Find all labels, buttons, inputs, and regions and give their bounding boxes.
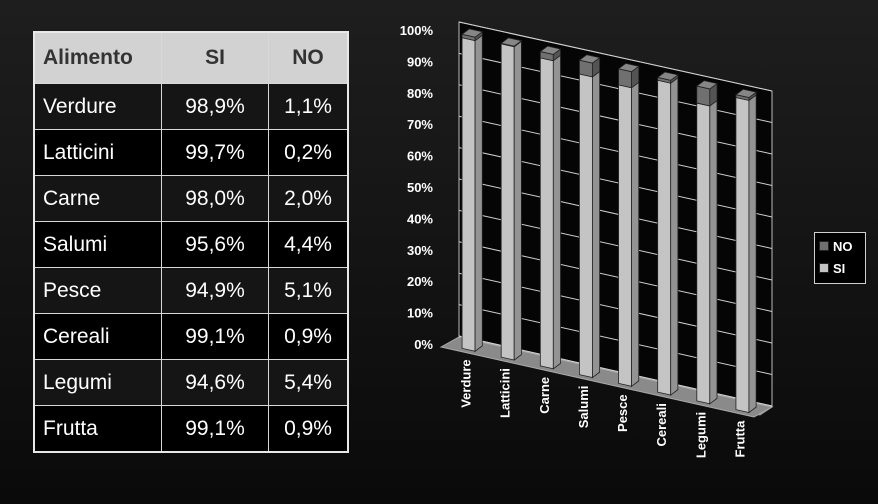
bar-si-front — [657, 79, 672, 396]
y-tick-label: 20% — [407, 274, 433, 289]
bar-si-front — [461, 37, 476, 352]
y-tick-label: 40% — [407, 211, 433, 226]
bar-si-side — [592, 70, 601, 379]
header-si: SI — [161, 31, 269, 84]
cell-si: 94,9% — [161, 267, 269, 314]
bar-si-front — [579, 73, 593, 379]
bar-top — [461, 28, 484, 38]
cell-si: 99,1% — [161, 405, 269, 453]
cell-no: 0,2% — [268, 129, 349, 176]
header-no: NO — [268, 31, 349, 84]
table-row: Cereali 99,1% 0,9% — [33, 313, 349, 360]
table-row: Verdure 98,9% 1,1% — [33, 83, 349, 130]
chart-floor-front — [439, 336, 774, 418]
cell-si: 95,6% — [161, 221, 269, 268]
bar-si-front — [618, 84, 632, 387]
bar-si-front — [500, 43, 515, 361]
bar-top — [539, 45, 562, 55]
y-tick-label: 70% — [407, 117, 433, 132]
cell-alimento: Frutta — [33, 405, 162, 453]
bar-si-front — [735, 97, 750, 414]
bar-no-front — [696, 85, 711, 107]
cell-no: 5,1% — [268, 267, 349, 314]
table-row: Legumi 94,6% 5,4% — [33, 359, 349, 406]
bar-si-side — [748, 94, 757, 414]
x-tick-label: Verdure — [459, 359, 474, 407]
data-table: Alimento SI NO Verdure 98,9% 1,1% Lattic… — [33, 31, 349, 453]
bar-si-side — [474, 34, 483, 353]
table-row: Carne 98,0% 2,0% — [33, 175, 349, 222]
bar-top — [656, 71, 679, 81]
gridline — [458, 21, 773, 92]
y-tick-label: 50% — [407, 180, 433, 195]
bar-si-side — [631, 81, 640, 388]
legend-label-si: SI — [833, 260, 846, 276]
table-row: Latticini 99,7% 0,2% — [33, 129, 349, 176]
y-tick-label: 100% — [400, 23, 434, 38]
legend-swatch-si — [819, 263, 829, 273]
bar-si-front — [696, 102, 711, 405]
x-tick-label: Carne — [537, 377, 552, 414]
cell-no: 5,4% — [268, 359, 349, 406]
bar-si-side — [670, 76, 679, 396]
x-tick-label: Pesce — [615, 394, 630, 432]
y-tick-label: 60% — [407, 149, 433, 164]
cell-si: 98,0% — [161, 175, 269, 222]
cell-no: 0,9% — [268, 405, 349, 453]
y-tick-label: 10% — [407, 306, 433, 321]
x-tick-label: Salumi — [576, 386, 591, 429]
cell-no: 0,9% — [268, 313, 349, 360]
cell-alimento: Salumi — [33, 221, 162, 268]
bar-top — [735, 88, 758, 98]
legend-item-no: NO — [819, 235, 861, 257]
cell-no: 2,0% — [268, 175, 349, 222]
bar-top — [617, 62, 640, 73]
cell-alimento: Cereali — [33, 313, 162, 360]
cell-si: 99,1% — [161, 313, 269, 360]
bar-top — [695, 80, 718, 90]
y-tick-label: 0% — [414, 337, 433, 352]
chart-legend: NO SI — [814, 232, 866, 284]
cell-alimento: Pesce — [33, 267, 162, 314]
bar-top — [500, 37, 523, 47]
cell-si: 94,6% — [161, 359, 269, 406]
cell-alimento: Carne — [33, 175, 162, 222]
bar-top — [578, 54, 601, 64]
x-tick-label: Cereali — [654, 403, 669, 446]
legend-label-no: NO — [833, 238, 853, 254]
legend-item-si: SI — [819, 257, 861, 279]
x-tick-label: Latticini — [498, 368, 513, 418]
bar-si-front — [539, 57, 554, 370]
y-tick-label: 80% — [407, 86, 433, 101]
legend-swatch-no — [819, 241, 829, 251]
table-row: Salumi 95,6% 4,4% — [33, 221, 349, 268]
cell-alimento: Verdure — [33, 83, 162, 130]
x-tick-label: Legumi — [693, 412, 708, 458]
cell-no: 4,4% — [268, 221, 349, 268]
bar-si-side — [709, 99, 718, 405]
y-tick-label: 30% — [407, 243, 433, 258]
y-tick-label: 90% — [407, 54, 433, 69]
cell-alimento: Legumi — [33, 359, 162, 406]
table-row: Pesce 94,9% 5,1% — [33, 267, 349, 314]
bar-si-side — [513, 40, 522, 361]
cell-alimento: Latticini — [33, 129, 162, 176]
table-row: Frutta 99,1% 0,9% — [33, 405, 349, 453]
x-tick-label: Frutta — [732, 420, 747, 458]
bar-si-side — [552, 54, 561, 370]
cell-no: 1,1% — [268, 83, 349, 130]
cell-si: 98,9% — [161, 83, 269, 130]
